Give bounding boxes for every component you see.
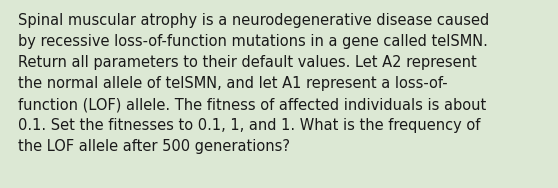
Text: Spinal muscular atrophy is a neurodegenerative disease caused
by recessive loss-: Spinal muscular atrophy is a neurodegene… bbox=[18, 13, 489, 154]
